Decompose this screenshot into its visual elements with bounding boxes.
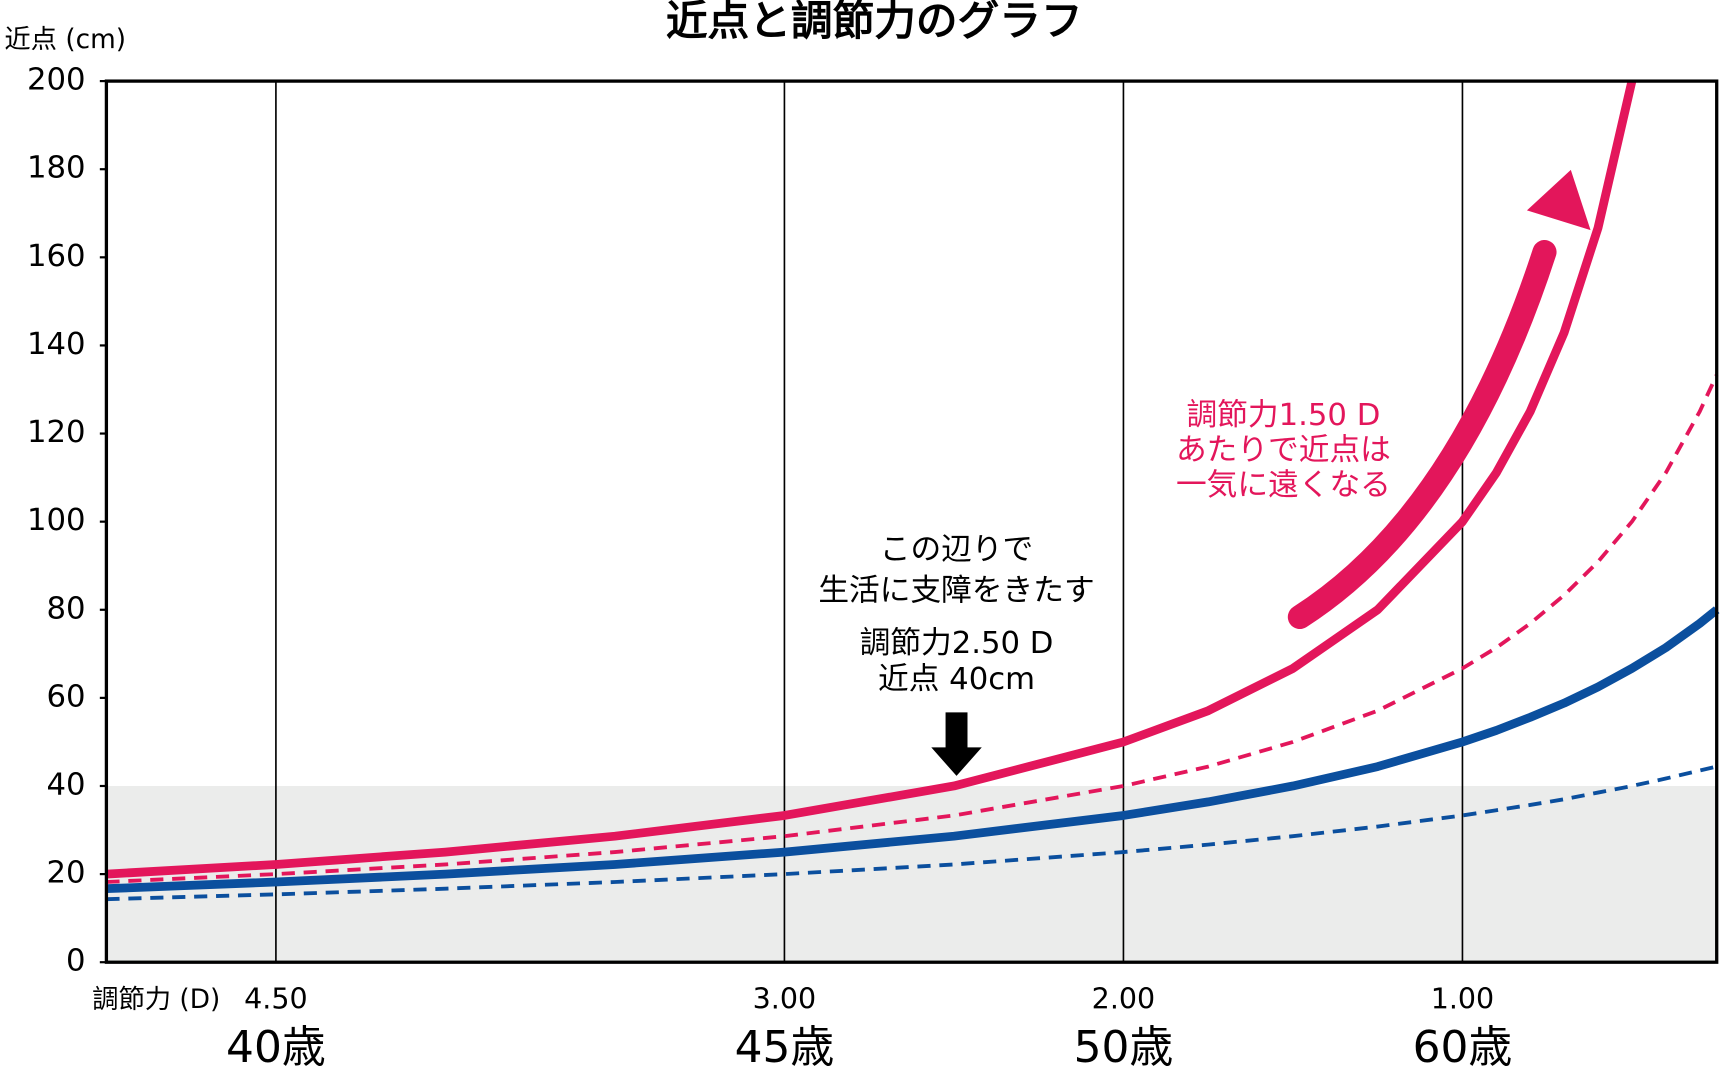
point-arrow: [931, 712, 982, 776]
trend-arrow: [1287, 240, 1557, 630]
y-tick-label: 20: [46, 856, 85, 891]
age-label: 40歳: [226, 1022, 326, 1073]
age-label: 45歳: [735, 1022, 835, 1073]
y-tick-label: 0: [66, 944, 86, 979]
x-tick-label: 4.50: [244, 983, 307, 1016]
line-series: [106, 374, 1719, 884]
y-tick-label: 180: [27, 151, 86, 186]
plot-frame: [104, 79, 1719, 964]
y-tick-label: 80: [46, 591, 85, 626]
annotation: 近点 40cm: [878, 662, 1035, 697]
line-series: [106, 606, 1720, 894]
chart-title: 近点と調節力のグラフ: [666, 0, 1083, 45]
y-tick-label: 60: [46, 679, 85, 714]
plot: 0 20 40 60 80 100 120 140 160 180 200 4.50 40歳 3.00 45…: [27, 63, 1720, 1073]
x-tick-label: 3.00: [753, 983, 816, 1016]
annotation: この辺りで: [880, 533, 1034, 568]
line-series: [106, 764, 1718, 902]
y-tick-label: 120: [27, 415, 86, 450]
x-axis-label: 調節力 (D): [92, 985, 220, 1015]
annotation: 調節力2.50 D: [860, 626, 1054, 661]
annotations: この辺りで 生活に支障をきたす 調節力2.50 D 近点 40cm 調節力1.5…: [818, 398, 1391, 697]
line-series: [106, 80, 1637, 879]
y-axis-label: 近点 (cm): [4, 25, 126, 55]
annotation: 生活に支障をきたす: [818, 573, 1094, 608]
age-label: 50歳: [1074, 1022, 1174, 1073]
annotation: あたりで近点は: [1176, 433, 1391, 468]
annotation: 調節力1.50 D: [1186, 398, 1380, 433]
y-tick-label: 40: [46, 768, 85, 803]
y-tick-label: 100: [27, 503, 86, 538]
trend-arrowhead: [1526, 169, 1591, 231]
y-tick-label: 200: [27, 63, 86, 98]
y-tick-label: 140: [27, 327, 86, 362]
x-tick-label: 2.00: [1092, 983, 1155, 1016]
y-tick-label: 160: [27, 239, 86, 274]
age-label: 60歳: [1413, 1022, 1513, 1073]
x-tick-label: 1.00: [1431, 983, 1494, 1016]
annotation: 一気に遠くなる: [1176, 468, 1391, 503]
